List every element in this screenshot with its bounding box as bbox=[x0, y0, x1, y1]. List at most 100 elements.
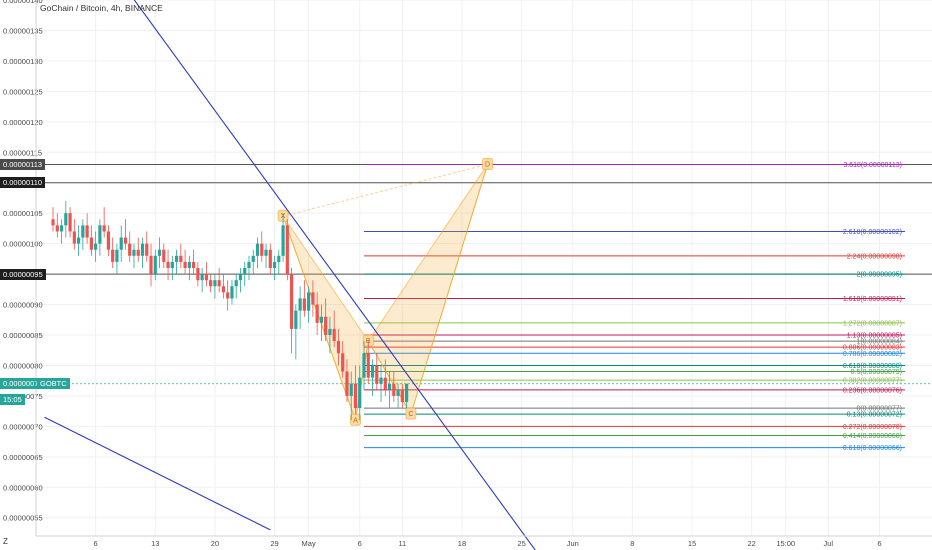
candle-up bbox=[174, 255, 179, 262]
fib-level-label: 1.272(0.00000087) bbox=[843, 320, 902, 327]
candle-up bbox=[98, 225, 102, 244]
pattern-triangle-bcd bbox=[367, 164, 489, 416]
scale-settings-button[interactable]: Z bbox=[3, 537, 8, 546]
pattern-point-label: C bbox=[408, 411, 413, 418]
pattern-point-label: D bbox=[485, 161, 490, 168]
candle-down bbox=[345, 371, 349, 396]
candle-down bbox=[311, 292, 315, 305]
price-tag: 0.00000113 bbox=[0, 158, 46, 170]
x-tick-label: 25 bbox=[517, 539, 525, 548]
y-tick-label: 0.00000140 bbox=[3, 0, 43, 5]
candle-up bbox=[281, 225, 285, 256]
x-tick-label: Jul bbox=[824, 539, 834, 548]
candle-down bbox=[162, 249, 166, 262]
x-axis: 6 13 20 29 May 6 11 18 25 Jun 8 15 22 15:00 Jul 6 bbox=[36, 535, 932, 548]
fib-level-label: 0.414(0.00000068) bbox=[843, 433, 902, 440]
candle-down bbox=[166, 261, 170, 268]
pattern-point-marker bbox=[349, 413, 361, 426]
y-tick-label: 0.00000100 bbox=[3, 240, 43, 249]
candle-up bbox=[405, 383, 409, 402]
candle-up bbox=[358, 377, 362, 409]
candle-down bbox=[324, 316, 328, 335]
y-tick-label: 0.00000085 bbox=[3, 331, 43, 340]
candle-down bbox=[209, 280, 213, 287]
candle-down bbox=[260, 243, 264, 256]
candle-down bbox=[332, 328, 336, 342]
candle-down bbox=[145, 243, 149, 256]
candle-up bbox=[59, 225, 64, 232]
candle-up bbox=[170, 261, 174, 268]
pattern-point-label: A bbox=[353, 417, 358, 424]
candle-down bbox=[315, 304, 319, 323]
x-tick-label: 13 bbox=[151, 539, 159, 548]
pattern-point-marker bbox=[482, 157, 494, 170]
candle-up bbox=[230, 286, 234, 299]
trendlines-layer bbox=[44, 0, 536, 550]
y-tick-label: 0.00000120 bbox=[3, 118, 43, 127]
candle-down bbox=[302, 298, 306, 311]
candle-up bbox=[213, 280, 217, 287]
candles-layer bbox=[51, 201, 409, 421]
candle-down bbox=[196, 268, 200, 281]
candle-down bbox=[68, 213, 72, 232]
candle-up bbox=[132, 249, 136, 256]
candle-up bbox=[157, 249, 162, 256]
candle-up bbox=[238, 274, 243, 281]
candle-up bbox=[119, 237, 123, 250]
y-tick-label: 0.00000115 bbox=[3, 148, 42, 157]
candle-down bbox=[149, 255, 153, 275]
candle-down bbox=[192, 261, 196, 268]
x-tick-label: 29 bbox=[270, 539, 278, 548]
x-tick-label: 15:00 bbox=[776, 539, 795, 548]
candle-down bbox=[217, 280, 221, 287]
candle-up bbox=[153, 255, 157, 275]
candle-up bbox=[319, 316, 324, 323]
candle-up bbox=[349, 383, 353, 396]
candle-down bbox=[128, 243, 132, 256]
candle-up bbox=[140, 243, 145, 256]
candle-up bbox=[298, 298, 302, 311]
x-tick-label: 6 bbox=[358, 539, 362, 548]
candle-down bbox=[221, 286, 226, 293]
candle-down bbox=[179, 255, 183, 262]
candle-down bbox=[366, 353, 370, 378]
candle-down bbox=[400, 389, 404, 402]
candle-down bbox=[123, 237, 128, 244]
candle-down bbox=[106, 231, 111, 250]
x-tick-label: 11 bbox=[398, 539, 406, 548]
candle-down bbox=[89, 237, 93, 250]
candle-up bbox=[94, 243, 98, 250]
fib-level-label: 0.382(0.00000077) bbox=[843, 378, 902, 385]
candle-down bbox=[353, 383, 358, 409]
candle-down bbox=[226, 292, 230, 299]
y-tick-label: 0.00000090 bbox=[3, 301, 43, 310]
candle-down bbox=[392, 383, 396, 396]
candle-down bbox=[72, 231, 76, 244]
candle-down bbox=[55, 225, 59, 232]
candle-down bbox=[136, 249, 140, 256]
grid-layer bbox=[36, 0, 932, 536]
trendline bbox=[133, 0, 536, 550]
candle-up bbox=[362, 353, 366, 378]
price-tag: GOBTC bbox=[37, 378, 70, 390]
candle-up bbox=[200, 274, 204, 281]
fib-level-label: 0.236(0.00000076) bbox=[843, 387, 902, 394]
candle-up bbox=[328, 328, 332, 335]
x-tick-label: Jun bbox=[567, 539, 579, 548]
price-tag: 15:05 bbox=[0, 393, 25, 405]
candle-up bbox=[115, 249, 119, 262]
y-tick-label: 0.00000055 bbox=[3, 514, 43, 523]
candle-down bbox=[51, 219, 55, 226]
candle-up bbox=[272, 261, 277, 268]
candle-down bbox=[204, 274, 208, 281]
candle-up bbox=[187, 261, 191, 268]
fib-level-label: 3.618(0.00000113) bbox=[843, 162, 902, 169]
fib-level-label: 0(0.00000077) bbox=[856, 406, 902, 413]
candle-up bbox=[81, 225, 85, 238]
candle-up bbox=[294, 310, 298, 329]
fib-levels-layer: 3.618(0.00000113) 2.618(0.00000102) 2.24(0… bbox=[364, 162, 905, 452]
pattern-point-marker bbox=[405, 407, 417, 420]
fib-level-label: 2.618(0.00000102) bbox=[843, 229, 902, 236]
